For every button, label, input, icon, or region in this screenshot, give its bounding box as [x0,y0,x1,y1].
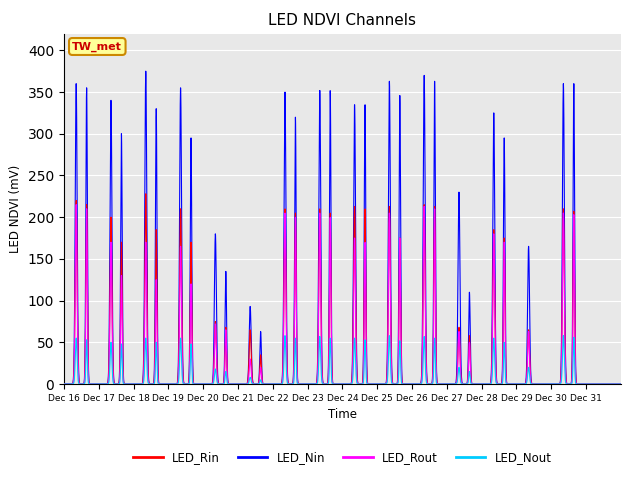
Y-axis label: LED NDVI (mV): LED NDVI (mV) [10,165,22,253]
Title: LED NDVI Channels: LED NDVI Channels [268,13,417,28]
Legend: LED_Rin, LED_Nin, LED_Rout, LED_Nout: LED_Rin, LED_Nin, LED_Rout, LED_Nout [129,446,556,468]
X-axis label: Time: Time [328,408,357,421]
Text: TW_met: TW_met [72,41,122,52]
